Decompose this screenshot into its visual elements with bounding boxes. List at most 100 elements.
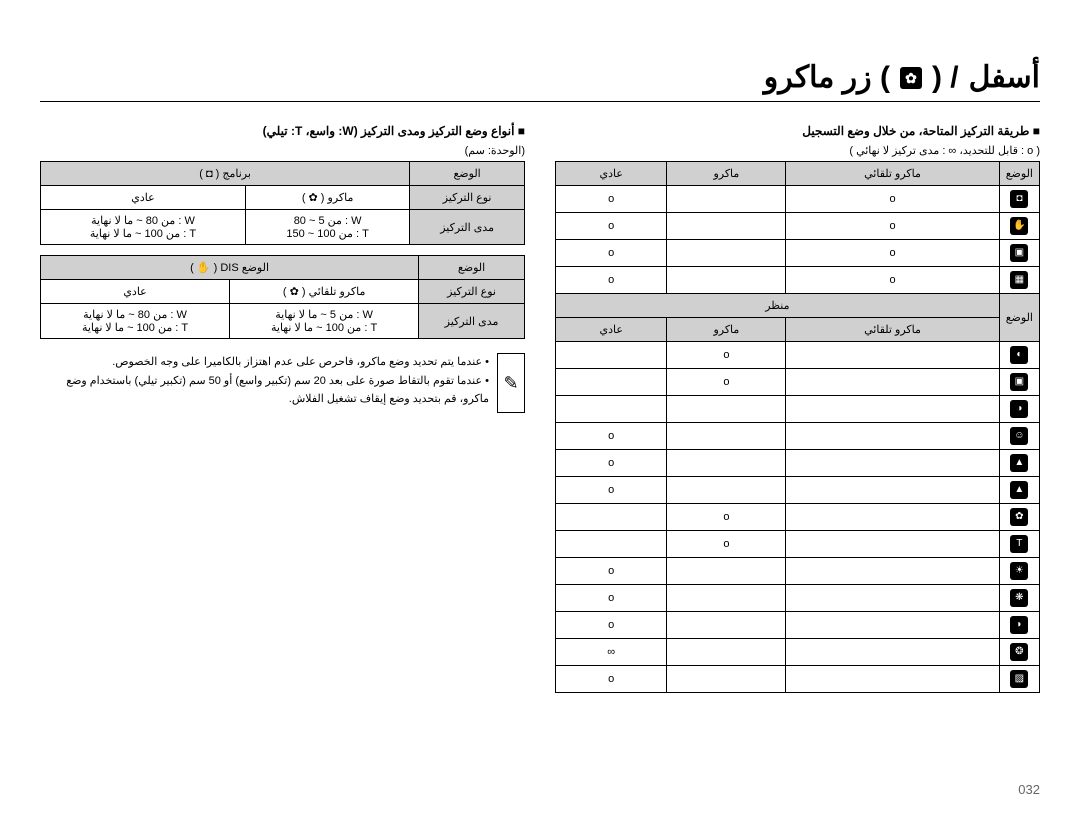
cell-auto — [786, 450, 999, 477]
cell-macro — [667, 186, 786, 213]
mode-icon-cell: ◘ — [999, 186, 1039, 213]
table-row: ▣o — [556, 369, 1040, 396]
cell-auto — [786, 531, 999, 558]
cell-auto — [786, 612, 999, 639]
cell-auto: o — [786, 186, 999, 213]
note-icon: ✎ — [497, 353, 525, 413]
table-row: ◑ — [556, 396, 1040, 423]
col-mode: الوضع — [999, 294, 1039, 342]
flower-icon: ✿ — [900, 67, 922, 89]
note-1: • عندما يتم تحديد وضع ماكرو، فاحرص على ع… — [40, 353, 489, 372]
mode-icon: ▲ — [1010, 454, 1028, 472]
mode-icon: ✿ — [1010, 508, 1028, 526]
left-heading: ■ طريقة التركيز المتاحة، من خلال وضع الت… — [555, 124, 1040, 138]
cell-auto — [786, 504, 999, 531]
table-row: ▨o — [556, 666, 1040, 693]
page-number: 032 — [1018, 782, 1040, 797]
mode-table: الوضع ماكرو تلقائي ماكرو عادي ◘oo✋oo▣oo▦… — [555, 161, 1040, 693]
table-row: ☺o — [556, 423, 1040, 450]
cell-normal: o — [556, 186, 667, 213]
mode-icon: ▨ — [1010, 670, 1028, 688]
right-column: ■ أنواع وضع التركيز ومدى التركيز (W: واس… — [40, 120, 525, 765]
cell-normal: o — [556, 423, 667, 450]
row-focus-range: مدى التركيز — [419, 304, 525, 339]
mode-icon-cell: ◑ — [999, 396, 1039, 423]
col-auto-macro: ماكرو تلقائي — [786, 162, 999, 186]
dis-table: الوضع الوضع DIS ( ✋ ) نوع التركيز ماكرو … — [40, 255, 525, 339]
mode-icon: ☺ — [1010, 427, 1028, 445]
cell-macro: o — [667, 504, 786, 531]
cell-normal: o — [556, 585, 667, 612]
program-table: الوضع برنامج ( ◘ ) نوع التركيز ماكرو ( ✿… — [40, 161, 525, 245]
table-row: ▲o — [556, 450, 1040, 477]
table-row: ▦ o o — [556, 267, 1040, 294]
mode-icon-cell: ☀ — [999, 558, 1039, 585]
mode-icon-cell: ❋ — [999, 585, 1039, 612]
mode-icon: ❋ — [1010, 589, 1028, 607]
right-heading: ■ أنواع وضع التركيز ومدى التركيز (W: واس… — [40, 124, 525, 138]
cell-normal: o — [556, 450, 667, 477]
cell-auto — [786, 396, 999, 423]
cell-macro: o — [667, 531, 786, 558]
cell-auto — [786, 342, 999, 369]
col-auto-macro: ماكرو تلقائي — [786, 318, 999, 342]
cell-macro — [667, 240, 786, 267]
mode-icon-cell: ▲ — [999, 477, 1039, 504]
mode-icon: ☀ — [1010, 562, 1028, 580]
mode-icon-cell: T — [999, 531, 1039, 558]
cell-range-normal: W : من 80 ~ ما لا نهاية T : من 100 ~ ما … — [41, 304, 230, 339]
table-row: ✋oo — [556, 213, 1040, 240]
mode-icon: ▣ — [1010, 373, 1028, 391]
cell-auto: o — [786, 267, 999, 294]
col-mode: الوضع — [410, 162, 525, 186]
left-column: ■ طريقة التركيز المتاحة، من خلال وضع الت… — [555, 120, 1040, 765]
cell-normal: o — [556, 213, 667, 240]
cell-macro — [667, 612, 786, 639]
title-slash: ) / — [932, 61, 959, 95]
mode-icon: ▲ — [1010, 481, 1028, 499]
col-macro: ماكرو — [667, 318, 786, 342]
mode-icon-cell: ☺ — [999, 423, 1039, 450]
cell-normal — [556, 369, 667, 396]
cell-normal: ∞ — [556, 639, 667, 666]
mode-icon-cell: ▨ — [999, 666, 1039, 693]
cell-normal: عادي — [41, 280, 230, 304]
cell-range-normal: W : من 80 ~ ما لا نهاية T : من 100 ~ ما … — [41, 210, 246, 245]
cell-macro — [667, 585, 786, 612]
mode-icon: ▦ — [1010, 271, 1028, 289]
mode-icon: ◑ — [1010, 400, 1028, 418]
note-text: • عندما يتم تحديد وضع ماكرو، فاحرص على ع… — [40, 353, 489, 413]
unit-label: (الوحدة: سم) — [40, 144, 525, 157]
mode-icon: ◗ — [1010, 616, 1028, 634]
cell-macro: o — [667, 369, 786, 396]
cell-macro — [667, 450, 786, 477]
row-focus-type: نوع التركيز — [410, 186, 525, 210]
cell-normal: o — [556, 477, 667, 504]
col-dis: الوضع DIS ( ✋ ) — [41, 256, 419, 280]
table-row: ☀o — [556, 558, 1040, 585]
mode-icon: T — [1010, 535, 1028, 553]
title-left: أسفل — [969, 60, 1040, 95]
mode-icon-cell: ▦ — [999, 267, 1039, 294]
mode-icon-cell: ◐ — [999, 342, 1039, 369]
cell-auto: o — [786, 240, 999, 267]
mode-icon-cell: ✋ — [999, 213, 1039, 240]
cell-normal: o — [556, 267, 667, 294]
table-row: ◐o — [556, 342, 1040, 369]
cell-normal: o — [556, 240, 667, 267]
cell-auto — [786, 369, 999, 396]
cell-macro: ماكرو ( ✿ ) — [246, 186, 410, 210]
cell-range-auto: W : من 5 ~ ما لا نهاية T : من 100 ~ ما ل… — [230, 304, 419, 339]
table-row: ▣oo — [556, 240, 1040, 267]
mode-icon-cell: ✿ — [999, 504, 1039, 531]
mode-icon-cell: ▲ — [999, 450, 1039, 477]
cell-normal — [556, 504, 667, 531]
cell-normal: o — [556, 612, 667, 639]
col-mode: الوضع — [999, 162, 1039, 186]
cell-auto — [786, 477, 999, 504]
table-row: ▲o — [556, 477, 1040, 504]
mode-icon: ◐ — [1010, 346, 1028, 364]
row-focus-range: مدى التركيز — [410, 210, 525, 245]
cell-macro — [667, 213, 786, 240]
title-right: زر ماكرو ( — [764, 60, 890, 95]
